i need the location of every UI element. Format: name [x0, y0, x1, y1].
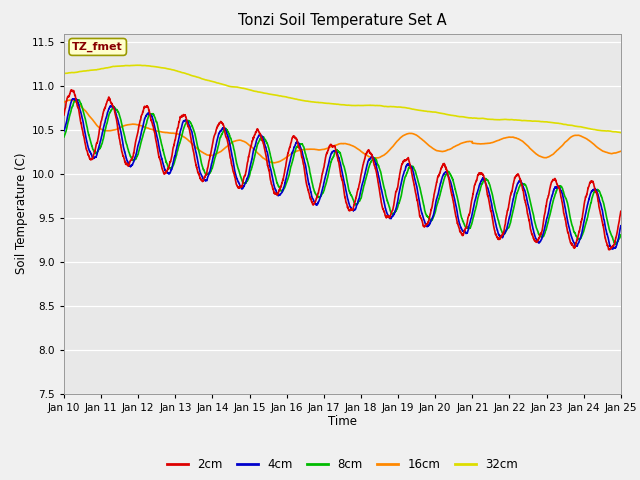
Title: Tonzi Soil Temperature Set A: Tonzi Soil Temperature Set A	[238, 13, 447, 28]
32cm	[325, 100, 333, 106]
Line: 8cm: 8cm	[64, 100, 621, 244]
8cm	[617, 232, 625, 238]
4cm	[617, 223, 625, 228]
X-axis label: Time: Time	[328, 415, 357, 429]
Line: 32cm: 32cm	[64, 65, 621, 132]
16cm	[465, 139, 472, 144]
Y-axis label: Soil Temperature (C): Soil Temperature (C)	[15, 153, 28, 275]
Line: 2cm: 2cm	[64, 90, 621, 250]
4cm	[70, 96, 77, 102]
16cm	[67, 97, 74, 103]
Legend: 2cm, 4cm, 8cm, 16cm, 32cm: 2cm, 4cm, 8cm, 16cm, 32cm	[162, 454, 523, 476]
2cm	[617, 208, 625, 214]
16cm	[617, 148, 625, 154]
16cm	[299, 147, 307, 153]
2cm	[572, 240, 580, 246]
32cm	[60, 71, 68, 76]
2cm	[605, 247, 613, 252]
2cm	[600, 227, 607, 232]
16cm	[294, 148, 302, 154]
32cm	[294, 96, 302, 102]
4cm	[609, 246, 617, 252]
8cm	[611, 241, 619, 247]
8cm	[325, 169, 333, 175]
16cm	[60, 99, 68, 105]
4cm	[600, 216, 607, 222]
8cm	[294, 144, 302, 149]
32cm	[465, 115, 472, 120]
4cm	[299, 151, 307, 156]
4cm	[465, 225, 472, 230]
32cm	[600, 128, 607, 133]
8cm	[74, 97, 81, 103]
8cm	[60, 134, 68, 140]
4cm	[294, 140, 302, 145]
2cm	[299, 156, 307, 162]
8cm	[600, 201, 607, 207]
8cm	[572, 233, 580, 239]
16cm	[572, 132, 580, 138]
Text: TZ_fmet: TZ_fmet	[72, 42, 123, 52]
2cm	[465, 213, 472, 219]
Line: 4cm: 4cm	[64, 99, 621, 249]
2cm	[294, 142, 302, 148]
4cm	[325, 161, 333, 167]
32cm	[299, 97, 307, 103]
32cm	[617, 130, 625, 135]
32cm	[572, 123, 580, 129]
8cm	[299, 142, 307, 147]
Line: 16cm: 16cm	[64, 100, 621, 163]
32cm	[135, 62, 143, 68]
8cm	[465, 225, 472, 231]
4cm	[572, 243, 580, 249]
16cm	[600, 149, 608, 155]
2cm	[60, 112, 68, 118]
16cm	[271, 160, 278, 166]
2cm	[67, 87, 75, 93]
4cm	[60, 128, 68, 134]
2cm	[325, 145, 333, 151]
16cm	[325, 145, 333, 151]
